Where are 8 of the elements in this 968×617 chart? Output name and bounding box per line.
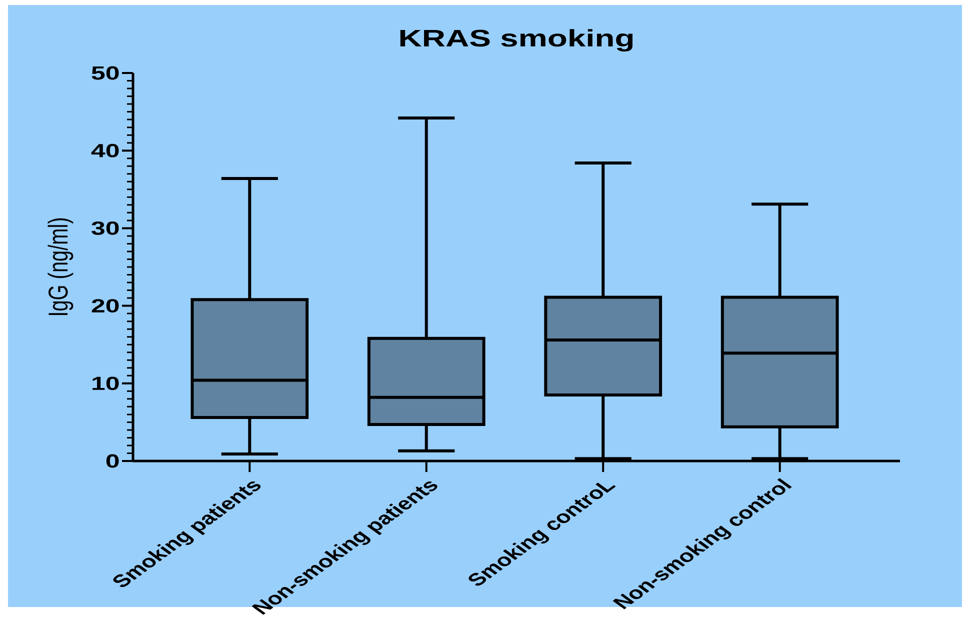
y-tick-label: 40 xyxy=(91,144,119,158)
y-tick-label: 30 xyxy=(92,221,119,235)
y-tick-label: 50 xyxy=(92,66,119,80)
y-tick-label: 20 xyxy=(92,299,119,313)
y-tick-label: 10 xyxy=(92,376,119,390)
chart-title: KRAS smoking xyxy=(400,29,633,52)
y-axis-title: IgG (ng/ml) xyxy=(48,218,74,315)
y-tick-label: 0 xyxy=(106,454,119,468)
